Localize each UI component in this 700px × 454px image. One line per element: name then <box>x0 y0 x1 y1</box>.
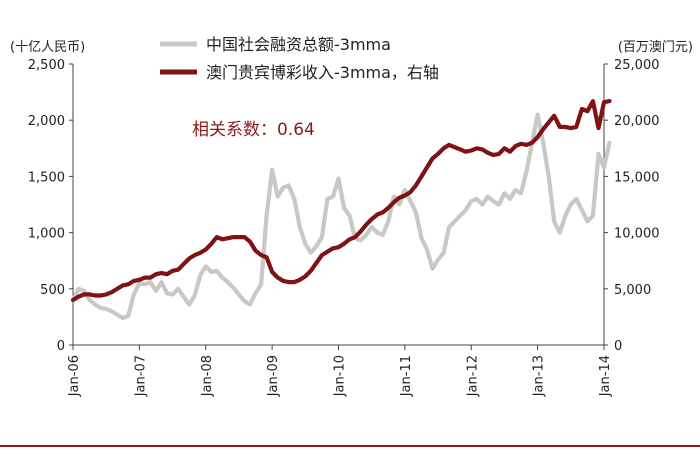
left-tick-label: 2,500 <box>28 58 65 73</box>
axes-layer: 0 500 1,000 1,500 2,000 2,500 0 5,000 10,000 15,0… <box>28 58 660 397</box>
left-tick-label: 1,000 <box>28 227 65 242</box>
series-line-macau <box>70 98 612 303</box>
x-tick-label: Jan-11 <box>399 355 414 397</box>
x-tick-label: Jan-14 <box>598 355 613 397</box>
legend-label-macau: 澳门贵宾博彩收入-3mma，右轴 <box>206 63 439 82</box>
left-tick-label: 500 <box>40 283 65 298</box>
bottom-rule <box>0 445 700 447</box>
legend-label-tsf: 中国社会融资总额-3mma <box>206 35 391 54</box>
label-layer: (十亿人民币) (百万澳门元) 相关系数：0.64 <box>10 39 693 140</box>
x-tick-label: Jan-10 <box>333 355 348 397</box>
left-tick-label: 2,000 <box>28 114 65 129</box>
right-tick-label: 5,000 <box>614 283 651 298</box>
right-tick-label: 15,000 <box>614 170 660 185</box>
correlation-annotation: 相关系数：0.64 <box>192 120 315 140</box>
x-tick-label: Jan-07 <box>133 355 148 397</box>
right-tick-label: 0 <box>614 339 622 354</box>
left-tick-label: 1,500 <box>28 170 65 185</box>
x-tick-label: Jan-12 <box>465 355 480 397</box>
left-tick-label: 0 <box>57 339 65 354</box>
series-layer <box>70 98 612 321</box>
x-tick-label: Jan-08 <box>200 355 215 397</box>
right-tick-label: 20,000 <box>614 114 660 129</box>
right-tick-label: 10,000 <box>614 227 660 242</box>
x-tick-label: Jan-06 <box>67 355 82 397</box>
series-line-tsf <box>70 112 612 321</box>
right-axis-unit: (百万澳门元) <box>618 39 693 55</box>
left-axis-unit: (十亿人民币) <box>10 40 85 55</box>
right-tick-label: 25,000 <box>614 58 660 73</box>
x-tick-label: Jan-13 <box>532 355 547 397</box>
legend: 中国社会融资总额-3mma 澳门贵宾博彩收入-3mma，右轴 <box>160 35 439 82</box>
x-tick-label: Jan-09 <box>266 355 281 397</box>
